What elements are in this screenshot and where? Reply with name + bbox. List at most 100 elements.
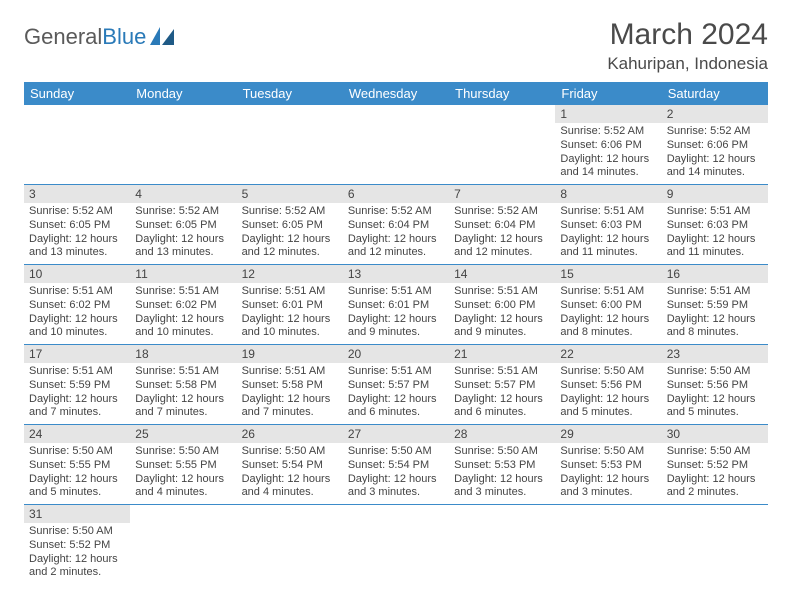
daylight-text: Daylight: 12 hours and 6 minutes. <box>348 393 444 421</box>
weekday-header: Monday <box>130 82 236 105</box>
day-body: Sunrise: 5:50 AMSunset: 5:52 PMDaylight:… <box>662 443 768 504</box>
day-number: 10 <box>24 265 130 283</box>
sunrise-text: Sunrise: 5:51 AM <box>560 205 656 219</box>
day-number <box>24 105 130 123</box>
day-body: Sunrise: 5:51 AMSunset: 6:02 PMDaylight:… <box>24 283 130 344</box>
header: GeneralBlue March 2024 Kahuripan, Indone… <box>24 18 768 74</box>
title-block: March 2024 Kahuripan, Indonesia <box>607 18 768 74</box>
week-row: 17Sunrise: 5:51 AMSunset: 5:59 PMDayligh… <box>24 345 768 425</box>
weekday-header: Friday <box>555 82 661 105</box>
day-cell: 17Sunrise: 5:51 AMSunset: 5:59 PMDayligh… <box>24 345 130 425</box>
logo-text-1: General <box>24 24 102 50</box>
weekday-header: Sunday <box>24 82 130 105</box>
sunset-text: Sunset: 6:00 PM <box>454 299 550 313</box>
daylight-text: Daylight: 12 hours and 3 minutes. <box>348 473 444 501</box>
sunset-text: Sunset: 5:56 PM <box>560 379 656 393</box>
day-cell: 29Sunrise: 5:50 AMSunset: 5:53 PMDayligh… <box>555 425 661 505</box>
day-body: Sunrise: 5:50 AMSunset: 5:54 PMDaylight:… <box>343 443 449 504</box>
day-body: Sunrise: 5:52 AMSunset: 6:04 PMDaylight:… <box>449 203 555 264</box>
day-number: 30 <box>662 425 768 443</box>
day-body: Sunrise: 5:51 AMSunset: 6:01 PMDaylight:… <box>343 283 449 344</box>
day-number: 24 <box>24 425 130 443</box>
day-cell <box>343 105 449 185</box>
day-number: 28 <box>449 425 555 443</box>
sunset-text: Sunset: 5:57 PM <box>348 379 444 393</box>
weekday-header-row: Sunday Monday Tuesday Wednesday Thursday… <box>24 82 768 105</box>
sunset-text: Sunset: 6:04 PM <box>348 219 444 233</box>
daylight-text: Daylight: 12 hours and 9 minutes. <box>348 313 444 341</box>
daylight-text: Daylight: 12 hours and 7 minutes. <box>135 393 231 421</box>
day-body: Sunrise: 5:52 AMSunset: 6:06 PMDaylight:… <box>662 123 768 184</box>
day-cell: 18Sunrise: 5:51 AMSunset: 5:58 PMDayligh… <box>130 345 236 425</box>
day-body: Sunrise: 5:52 AMSunset: 6:04 PMDaylight:… <box>343 203 449 264</box>
sunrise-text: Sunrise: 5:50 AM <box>667 365 763 379</box>
sunrise-text: Sunrise: 5:50 AM <box>242 445 338 459</box>
day-body: Sunrise: 5:52 AMSunset: 6:05 PMDaylight:… <box>237 203 343 264</box>
day-number: 18 <box>130 345 236 363</box>
sunrise-text: Sunrise: 5:51 AM <box>242 285 338 299</box>
day-number: 15 <box>555 265 661 283</box>
day-cell <box>130 505 236 585</box>
day-number: 2 <box>662 105 768 123</box>
sunrise-text: Sunrise: 5:52 AM <box>29 205 125 219</box>
sunset-text: Sunset: 6:01 PM <box>242 299 338 313</box>
sunset-text: Sunset: 6:02 PM <box>135 299 231 313</box>
day-body: Sunrise: 5:51 AMSunset: 5:59 PMDaylight:… <box>662 283 768 344</box>
week-row: 1Sunrise: 5:52 AMSunset: 6:06 PMDaylight… <box>24 105 768 185</box>
day-cell <box>449 505 555 585</box>
weekday-header: Wednesday <box>343 82 449 105</box>
sunrise-text: Sunrise: 5:51 AM <box>348 285 444 299</box>
daylight-text: Daylight: 12 hours and 13 minutes. <box>135 233 231 261</box>
day-body: Sunrise: 5:51 AMSunset: 5:58 PMDaylight:… <box>237 363 343 424</box>
day-number: 5 <box>237 185 343 203</box>
day-cell: 21Sunrise: 5:51 AMSunset: 5:57 PMDayligh… <box>449 345 555 425</box>
week-row: 10Sunrise: 5:51 AMSunset: 6:02 PMDayligh… <box>24 265 768 345</box>
sunset-text: Sunset: 5:59 PM <box>667 299 763 313</box>
day-cell: 6Sunrise: 5:52 AMSunset: 6:04 PMDaylight… <box>343 185 449 265</box>
day-number: 11 <box>130 265 236 283</box>
day-body: Sunrise: 5:50 AMSunset: 5:55 PMDaylight:… <box>130 443 236 504</box>
day-cell: 9Sunrise: 5:51 AMSunset: 6:03 PMDaylight… <box>662 185 768 265</box>
daylight-text: Daylight: 12 hours and 4 minutes. <box>242 473 338 501</box>
day-number: 22 <box>555 345 661 363</box>
sunset-text: Sunset: 5:56 PM <box>667 379 763 393</box>
day-cell <box>662 505 768 585</box>
day-body: Sunrise: 5:50 AMSunset: 5:56 PMDaylight:… <box>662 363 768 424</box>
calendar-page: GeneralBlue March 2024 Kahuripan, Indone… <box>0 0 792 592</box>
day-number: 1 <box>555 105 661 123</box>
day-body: Sunrise: 5:50 AMSunset: 5:53 PMDaylight:… <box>449 443 555 504</box>
day-cell: 22Sunrise: 5:50 AMSunset: 5:56 PMDayligh… <box>555 345 661 425</box>
day-body: Sunrise: 5:50 AMSunset: 5:52 PMDaylight:… <box>24 523 130 584</box>
day-number: 17 <box>24 345 130 363</box>
day-cell: 25Sunrise: 5:50 AMSunset: 5:55 PMDayligh… <box>130 425 236 505</box>
week-row: 31Sunrise: 5:50 AMSunset: 5:52 PMDayligh… <box>24 505 768 585</box>
day-cell: 11Sunrise: 5:51 AMSunset: 6:02 PMDayligh… <box>130 265 236 345</box>
daylight-text: Daylight: 12 hours and 10 minutes. <box>135 313 231 341</box>
day-body: Sunrise: 5:50 AMSunset: 5:56 PMDaylight:… <box>555 363 661 424</box>
logo-text-2: Blue <box>102 24 146 50</box>
sunset-text: Sunset: 6:03 PM <box>667 219 763 233</box>
day-cell: 26Sunrise: 5:50 AMSunset: 5:54 PMDayligh… <box>237 425 343 505</box>
sunrise-text: Sunrise: 5:50 AM <box>29 525 125 539</box>
sunset-text: Sunset: 6:00 PM <box>560 299 656 313</box>
daylight-text: Daylight: 12 hours and 5 minutes. <box>29 473 125 501</box>
day-body: Sunrise: 5:50 AMSunset: 5:55 PMDaylight:… <box>24 443 130 504</box>
logo-sail-icon <box>150 27 176 47</box>
sunset-text: Sunset: 5:55 PM <box>29 459 125 473</box>
day-number: 7 <box>449 185 555 203</box>
sunset-text: Sunset: 6:05 PM <box>29 219 125 233</box>
daylight-text: Daylight: 12 hours and 11 minutes. <box>667 233 763 261</box>
day-body: Sunrise: 5:51 AMSunset: 6:03 PMDaylight:… <box>555 203 661 264</box>
daylight-text: Daylight: 12 hours and 7 minutes. <box>29 393 125 421</box>
day-number: 8 <box>555 185 661 203</box>
day-body: Sunrise: 5:51 AMSunset: 5:58 PMDaylight:… <box>130 363 236 424</box>
day-cell: 10Sunrise: 5:51 AMSunset: 6:02 PMDayligh… <box>24 265 130 345</box>
week-row: 3Sunrise: 5:52 AMSunset: 6:05 PMDaylight… <box>24 185 768 265</box>
sunrise-text: Sunrise: 5:51 AM <box>348 365 444 379</box>
week-row: 24Sunrise: 5:50 AMSunset: 5:55 PMDayligh… <box>24 425 768 505</box>
day-cell: 30Sunrise: 5:50 AMSunset: 5:52 PMDayligh… <box>662 425 768 505</box>
day-body: Sunrise: 5:52 AMSunset: 6:06 PMDaylight:… <box>555 123 661 184</box>
day-number <box>237 505 343 523</box>
day-number: 23 <box>662 345 768 363</box>
sunset-text: Sunset: 5:54 PM <box>242 459 338 473</box>
